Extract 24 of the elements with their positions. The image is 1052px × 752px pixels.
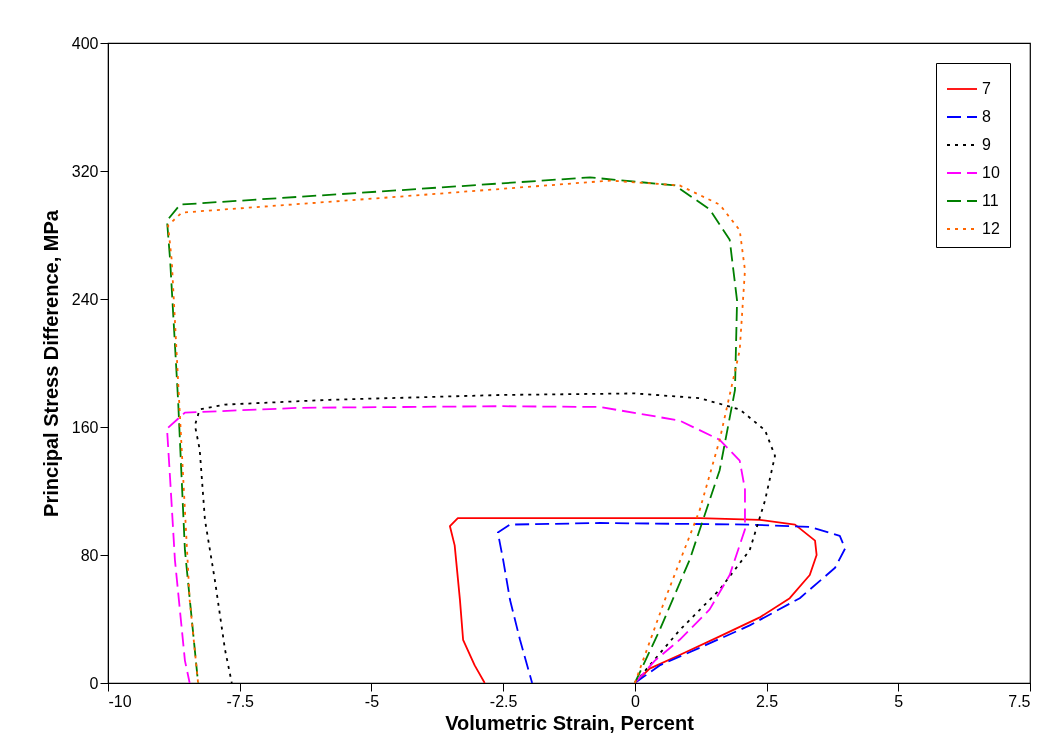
x-tick-label: -2.5 xyxy=(489,692,518,710)
y-tick-label: 0 xyxy=(89,674,99,692)
y-tick-label: 160 xyxy=(71,418,99,436)
legend-label: 12 xyxy=(982,220,1000,237)
x-tick-label: -5 xyxy=(364,692,380,710)
legend-label: 11 xyxy=(982,192,999,209)
line-series xyxy=(449,517,818,683)
x-tick-label: 5 xyxy=(894,692,904,710)
legend-label: 7 xyxy=(982,80,991,97)
x-tick-label: -10 xyxy=(108,692,132,710)
x-tick-label: 0 xyxy=(630,692,640,710)
legend-label: 8 xyxy=(982,108,991,125)
y-tick-label: 320 xyxy=(71,162,99,180)
y-tick-label: 400 xyxy=(71,34,99,52)
legend-label: 9 xyxy=(982,136,991,153)
x-tick-label: 7.5 xyxy=(1008,692,1031,710)
x-axis-title: Volumetric Strain, Percent xyxy=(445,711,695,734)
x-tick-label: 2.5 xyxy=(755,692,779,710)
y-tick-label: 240 xyxy=(71,290,99,308)
line-series xyxy=(496,522,846,683)
y-axis-title: Principal Stress Difference, MPa xyxy=(39,209,62,517)
legend-label: 10 xyxy=(982,164,1000,181)
x-tick-label: -7.5 xyxy=(226,692,255,710)
y-tick-label: 80 xyxy=(80,546,99,564)
